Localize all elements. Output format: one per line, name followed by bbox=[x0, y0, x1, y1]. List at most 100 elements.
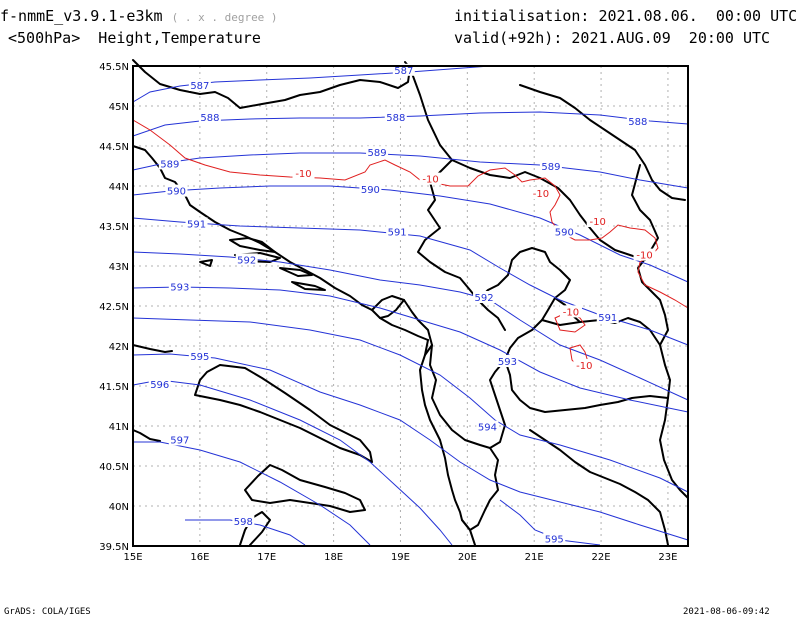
height-contour-label-bg bbox=[384, 111, 407, 123]
contour-labels: 587 587 588 588 588 589 589 589 590 590 590 591 591 5… bbox=[148, 63, 656, 546]
x-tick-label: 17E bbox=[257, 552, 276, 563]
contour-592 bbox=[132, 251, 689, 401]
height-contour-label: 591 bbox=[598, 313, 617, 324]
height-contour-label-bg bbox=[386, 225, 409, 238]
height-contour-label: 594 bbox=[478, 423, 497, 434]
contour-598 bbox=[185, 519, 306, 546]
axis-ticks: 15E 16E 17E 18E 19E 20E 21E 22E 23E 39.5N 40N 40.5N… bbox=[99, 62, 677, 563]
height-contour-label: 588 bbox=[386, 113, 405, 124]
y-tick-label: 45.5N bbox=[99, 62, 129, 73]
y-tick-label: 39.5N bbox=[99, 542, 129, 553]
coastline-layer bbox=[132, 59, 689, 546]
y-tick-label: 41N bbox=[109, 422, 129, 433]
model-title: f-nmmE_v3.9.1-e3km ( . x . degree ) bbox=[0, 7, 278, 27]
temperature-contour-label-bg bbox=[292, 167, 315, 179]
x-tick-label: 23E bbox=[658, 552, 677, 563]
temperature-contour-label-bg bbox=[586, 215, 609, 227]
bulgaria-border bbox=[659, 397, 689, 499]
temperature-contour-label: -10 bbox=[636, 251, 652, 262]
contour-587 bbox=[132, 65, 491, 103]
contour-591 bbox=[132, 217, 689, 346]
x-tick-label: 19E bbox=[391, 552, 410, 563]
height-contours bbox=[132, 65, 689, 546]
contour-595b bbox=[499, 499, 601, 546]
island-1 bbox=[229, 237, 276, 253]
contour-594 bbox=[132, 317, 689, 493]
height-contour-label: 589 bbox=[368, 148, 387, 159]
croatia-coast bbox=[132, 145, 429, 341]
height-contour-label-bg bbox=[165, 184, 188, 197]
height-contour-label: 588 bbox=[628, 117, 647, 128]
height-contour-label: 595 bbox=[190, 352, 209, 363]
height-contour-label: 589 bbox=[160, 159, 179, 170]
height-contour-label: 597 bbox=[170, 435, 189, 446]
height-contour-label: 588 bbox=[200, 113, 219, 124]
tcontour-1 bbox=[132, 119, 689, 309]
montenegro-ab bbox=[379, 299, 405, 319]
height-contour-label: 598 bbox=[234, 517, 253, 528]
height-contour-label: 590 bbox=[167, 187, 186, 198]
temperature-contour-label: -10 bbox=[422, 175, 438, 186]
temperature-contour-label: -10 bbox=[563, 307, 579, 318]
height-contour-label: 595 bbox=[545, 535, 564, 546]
height-contour-label-bg bbox=[235, 253, 258, 266]
contour-590 bbox=[132, 185, 689, 283]
temperature-contour-label-bg bbox=[633, 248, 656, 261]
contour-595 bbox=[132, 353, 689, 541]
border-macedonia-south bbox=[504, 359, 669, 413]
border-serbia-east bbox=[631, 164, 671, 399]
temperature-contour-label-bg bbox=[419, 172, 442, 185]
height-contour-label: 587 bbox=[190, 81, 209, 92]
border-montenegro bbox=[371, 295, 433, 356]
temperature-contour-label: -10 bbox=[590, 217, 606, 228]
border-albania bbox=[429, 344, 506, 449]
height-contour-label-bg bbox=[148, 378, 171, 391]
contour-593 bbox=[132, 286, 689, 413]
height-contour-label-bg bbox=[496, 355, 519, 367]
y-tick-label: 43N bbox=[109, 262, 129, 273]
y-tick-label: 44.5N bbox=[99, 142, 129, 153]
x-tick-label: 18E bbox=[324, 552, 343, 563]
island-5 bbox=[291, 281, 326, 291]
height-contour-label-bg bbox=[232, 515, 255, 527]
y-tick-label: 45N bbox=[109, 102, 129, 113]
height-contour-label-bg bbox=[188, 350, 211, 363]
x-tick-label: 15E bbox=[123, 552, 142, 563]
contour-589 bbox=[132, 152, 689, 189]
height-contour-label: 587 bbox=[394, 66, 413, 77]
serbia-interior bbox=[451, 159, 646, 261]
x-tick-label: 21E bbox=[525, 552, 544, 563]
temperature-contour-label: -10 bbox=[576, 361, 592, 372]
height-contour-label-bg bbox=[188, 79, 211, 91]
height-contour-label-bg bbox=[473, 291, 496, 303]
height-contour-label-bg bbox=[168, 280, 191, 293]
border-kosovo bbox=[477, 247, 571, 361]
y-tick-label: 40N bbox=[109, 502, 129, 513]
height-contour-label-bg bbox=[168, 433, 191, 446]
height-contour-label: 593 bbox=[498, 357, 517, 368]
height-contour-label-bg bbox=[185, 217, 208, 230]
height-contour-label-bg bbox=[359, 183, 382, 195]
island-4 bbox=[279, 267, 313, 277]
height-contour-label-bg bbox=[626, 115, 649, 127]
height-contour-label-bg bbox=[553, 225, 576, 238]
height-contour-label-bg bbox=[539, 159, 562, 172]
albania-coast bbox=[419, 339, 476, 546]
contour-596 bbox=[132, 379, 453, 546]
temperature-contour-label: -10 bbox=[533, 189, 549, 200]
greece-coast bbox=[529, 429, 669, 546]
temperature-contour-label-bg bbox=[529, 187, 552, 199]
istria-coast bbox=[132, 59, 411, 109]
border-albania-greece bbox=[461, 447, 499, 531]
height-contour-label: 590 bbox=[555, 227, 574, 238]
height-contour-label: 592 bbox=[475, 293, 494, 304]
footer-right: 2021-08-06-09:42 bbox=[683, 607, 770, 617]
temperature-contour-label: -10 bbox=[295, 169, 311, 180]
model-name: f-nmmE_v3.9.1-e3km bbox=[0, 7, 163, 25]
valid-time: valid(+92h): 2021.AUG.09 20:00 UTC bbox=[454, 29, 771, 47]
height-contour-label: 589 bbox=[541, 162, 560, 173]
height-contour-label-bg bbox=[158, 157, 181, 170]
height-contour-label: 593 bbox=[170, 283, 189, 294]
